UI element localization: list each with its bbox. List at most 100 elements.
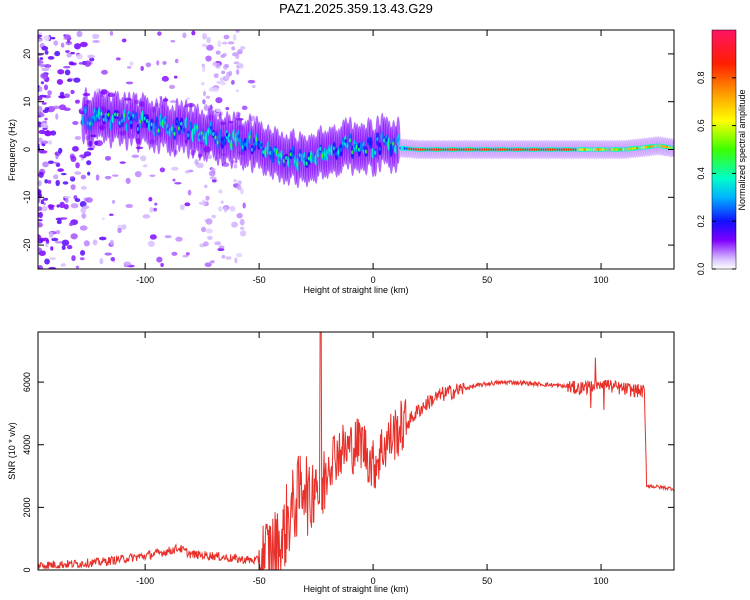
spectrogram-noise-blob — [204, 103, 208, 110]
spectrogram-heatmap — [38, 30, 674, 269]
spectrogram-noise-blob — [38, 212, 42, 216]
spectrogram-noise-blob — [212, 86, 219, 93]
spectrogram-noise-blob — [223, 34, 230, 40]
spectrogram-noise-blob — [44, 117, 48, 121]
spectrogram-noise-blob — [74, 99, 80, 104]
spectrogram-noise-blob — [170, 39, 176, 43]
spectrogram-noise-blob — [218, 189, 223, 194]
colorbar-label: Normalized spectral amplitude — [737, 89, 747, 210]
spectrogram-noise-blob — [58, 147, 63, 154]
colorbar-ticks: 0.0 0.2 0.4 0.6 0.8 — [696, 72, 736, 275]
spectrogram-noise-blob — [38, 219, 43, 222]
spectrogram-noise-blob — [76, 30, 83, 38]
spectrogram-noise-blob — [220, 200, 224, 204]
spectrogram-noise-blob — [62, 181, 69, 185]
spectrogram-noise-blob — [186, 97, 190, 101]
spectrogram-noise-blob — [38, 95, 43, 101]
spectrogram-noise-blob — [201, 43, 208, 47]
snr-series-line — [38, 332, 674, 570]
spectrogram-noise-blob — [104, 155, 112, 161]
spectrogram-noise-blob — [242, 202, 246, 209]
spectrogram-noise-blob — [57, 168, 65, 172]
spectrogram-noise-blob — [47, 56, 55, 60]
spectrogram-noise-blob — [74, 171, 82, 175]
spectrogram-noise-blob — [140, 155, 147, 162]
spectrogram-noise-blob — [59, 201, 65, 209]
spectrogram-noise-blob — [38, 34, 43, 38]
spectrogram-noise-blob — [247, 79, 256, 84]
spectrogram-noise-blob — [214, 241, 222, 246]
spectrogram-noise-blob — [211, 179, 217, 183]
spectrogram-noise-blob — [215, 108, 222, 113]
spectrogram-noise-blob — [75, 265, 80, 269]
colorbar-tick-label: 0.8 — [696, 72, 706, 85]
spectrogram-noise-blob — [174, 181, 182, 185]
spectrogram-noise-blob — [222, 41, 228, 45]
y-tick-label: 0 — [22, 147, 32, 152]
spectrogram-noise-blob — [59, 217, 68, 220]
spectrogram-noise-blob — [85, 197, 93, 203]
spectrogram-noise-blob — [250, 115, 256, 122]
spectrogram-noise-blob — [157, 31, 162, 36]
spectrogram-noise-blob — [44, 179, 48, 184]
spectrogram-noise-blob — [56, 219, 62, 225]
spectrogram-noise-blob — [84, 60, 92, 67]
colorbar-gradient — [711, 29, 737, 270]
spectrogram-noise-blob — [48, 140, 53, 145]
spectrogram-noise-blob — [217, 206, 223, 212]
spectrogram-noise-blob — [240, 187, 244, 195]
spectrogram-noise-blob — [205, 228, 213, 234]
spectrogram-noise-blob — [63, 34, 71, 40]
x-tick-label: -50 — [253, 576, 266, 586]
spectrogram-noise-blob — [239, 218, 245, 226]
spectrogram-noise-blob — [56, 79, 64, 85]
colorbar: 0.0 0.2 0.4 0.6 0.8 Normalized spectral ampl… — [696, 29, 747, 275]
spectrogram-noise-blob — [206, 44, 214, 51]
snr-frame — [37, 331, 675, 571]
spectrogram-noise-blob — [164, 235, 172, 239]
y-tick-label: -10 — [22, 191, 32, 204]
colorbar-tick-label: 0.4 — [696, 167, 706, 180]
spectrogram-noise-blob — [59, 91, 65, 97]
spectrogram-noise-blob — [38, 250, 46, 256]
spectrogram-noise-blob — [80, 250, 86, 256]
spectrogram-noise-blob — [55, 179, 60, 187]
spectrogram-noise-blob — [161, 75, 169, 82]
spectrogram-noise-blob — [212, 61, 217, 67]
spectrogram-noise-blob — [160, 262, 164, 268]
spectrogram-noise-blob — [38, 137, 43, 143]
spectrogram-noise-blob — [38, 171, 44, 178]
spectrogram-noise-blob — [69, 176, 74, 179]
spectrogram-noise-blob — [63, 65, 71, 69]
x-tick-label: -50 — [253, 275, 266, 285]
spectrogram-noise-blob — [237, 48, 243, 54]
spectrogram-noise-blob — [205, 55, 212, 62]
spectrogram-noise-blob — [92, 239, 98, 246]
spectrogram-noise-blob — [54, 50, 61, 57]
spectrogram-noise-blob — [58, 104, 67, 111]
spectrogram-noise-blob — [205, 95, 211, 99]
spectrogram-noise-blob — [206, 36, 211, 44]
spectrogram-noise-blob — [241, 105, 248, 111]
spectrogram-noise-blob — [79, 257, 85, 261]
spectrogram-noise-blob — [79, 41, 88, 48]
y-tick-label: 2000 — [22, 497, 32, 517]
spectrogram-noise-blob — [111, 199, 116, 204]
spectrogram-noise-blob — [47, 204, 54, 209]
spectrogram-noise-blob — [237, 180, 242, 186]
spectrogram-noise-blob — [239, 226, 245, 230]
chart-title: PAZ1.2025.359.13.43.G29 — [279, 1, 433, 16]
spectrogram-noise-blob — [179, 204, 185, 211]
spectrogram-noise-blob — [75, 162, 80, 169]
spectrogram-noise-blob — [57, 69, 65, 75]
y-tick-label: 0 — [22, 567, 32, 572]
spectrogram-noise-blob — [65, 50, 70, 53]
spectrogram-noise-blob — [215, 97, 223, 104]
spectrogram-noise-blob — [74, 136, 82, 140]
spectrogram-noise-blob — [203, 241, 209, 247]
spectrogram-noise-blob — [200, 226, 207, 233]
x-tick-label: 50 — [482, 275, 492, 285]
spectrogram-noise-blob — [50, 36, 56, 40]
